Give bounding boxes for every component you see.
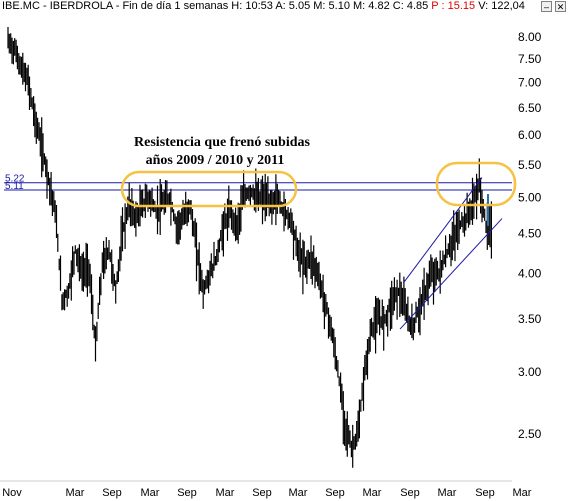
x-tick-label: Mar xyxy=(513,487,532,499)
y-tick-label: 3.50 xyxy=(518,312,542,326)
annotation: Resistencia que frenó subidas años 2009 /… xyxy=(134,135,310,168)
highlight-ellipses xyxy=(120,161,517,208)
y-tick-label: 7.00 xyxy=(518,76,542,90)
price-series xyxy=(7,27,492,468)
minimize-icon[interactable]: – xyxy=(541,1,552,12)
header-high: H: 10:53 xyxy=(231,0,273,12)
level-label: 5.22 xyxy=(5,174,25,185)
level-label: 5.11 xyxy=(5,181,24,192)
y-tick-label: 4.00 xyxy=(518,267,542,281)
annotation-line-2: años 2009 / 2010 y 2011 xyxy=(146,153,285,168)
header-text: IBE.MC - IBERDROLA - Fin de día 1 semana… xyxy=(2,0,525,12)
trend-channel xyxy=(399,177,503,330)
resistance-ellipse-right xyxy=(435,161,517,207)
header-volume: V: 122,04 xyxy=(478,0,525,12)
chart-header: IBE.MC - IBERDROLA - Fin de día 1 semana… xyxy=(0,0,572,14)
header-period: Fin de día 1 semanas xyxy=(122,0,229,12)
y-tick-label: 4.50 xyxy=(518,226,542,240)
header-close: C: 4.85 xyxy=(392,0,429,12)
y-tick-label: 6.00 xyxy=(518,128,542,142)
resistance-ellipse-left xyxy=(120,170,298,208)
header-pct: P : 15.15 xyxy=(431,0,476,12)
y-tick-label: 7.50 xyxy=(518,52,542,66)
y-tick-label: 5.00 xyxy=(518,190,542,204)
y-tick-label: 6.50 xyxy=(518,101,542,115)
header-mid: M: 5.10 xyxy=(313,0,350,12)
x-axis: Nov Mar Sep Mar Sep Mar Sep Mar Sep Mar Sep Mar Sep M… xyxy=(0,480,532,499)
x-tick-label: Sep xyxy=(400,487,420,499)
x-tick-label: Sep xyxy=(475,487,495,499)
header-name: IBERDROLA xyxy=(49,0,113,12)
header-symbol: IBE.MC xyxy=(2,0,40,12)
x-tick-label: Mar xyxy=(289,487,308,499)
y-tick-label: 2.50 xyxy=(518,427,542,441)
x-tick-label: Mar xyxy=(363,487,382,499)
channel-lower xyxy=(399,218,503,330)
x-tick-label: Mar xyxy=(438,487,457,499)
channel-upper xyxy=(403,177,483,283)
x-tick-label: Mar xyxy=(141,487,160,499)
x-tick-label: Sep xyxy=(102,487,122,499)
y-axis: 8.00 7.50 7.00 6.50 6.00 5.50 5.00 4.50 4.00 3.50… xyxy=(518,30,542,441)
close-icon[interactable]: ✕ xyxy=(555,1,566,12)
header-low: M: 4.82 xyxy=(353,0,390,12)
y-tick-label: 3.00 xyxy=(518,365,542,379)
header-open: A: 5.05 xyxy=(275,0,311,12)
x-tick-label: Sep xyxy=(177,487,197,499)
y-tick-label: 8.00 xyxy=(518,30,542,44)
x-tick-label: Mar xyxy=(216,487,235,499)
x-tick-label: Sep xyxy=(252,487,272,499)
y-tick-label: 5.50 xyxy=(518,158,542,172)
x-tick-label: Mar xyxy=(66,487,85,499)
price-bars xyxy=(7,27,492,468)
annotation-line-1: Resistencia que frenó subidas xyxy=(134,135,310,150)
x-tick-label: Nov xyxy=(2,487,22,499)
x-tick-label: Sep xyxy=(325,487,345,499)
